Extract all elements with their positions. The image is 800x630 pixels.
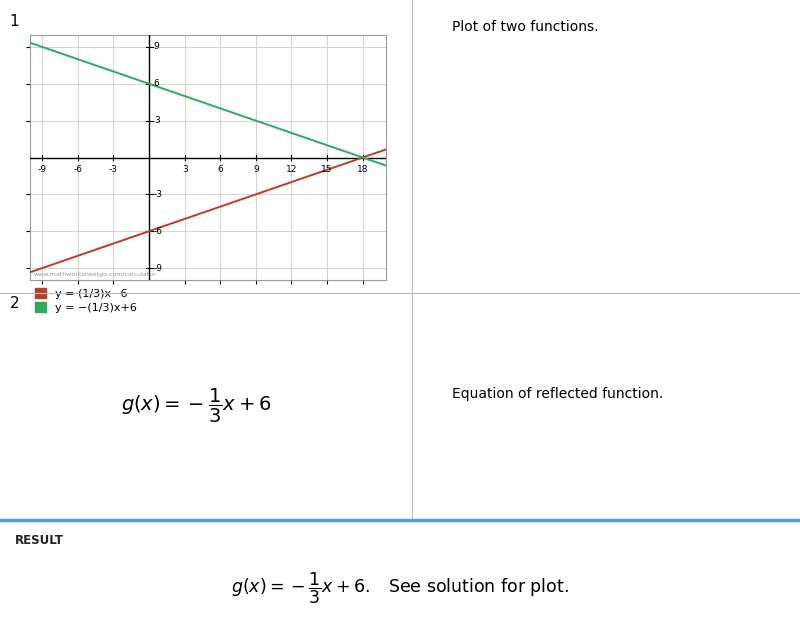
Text: RESULT: RESULT	[14, 534, 63, 547]
Text: 12: 12	[286, 165, 297, 174]
Text: -3: -3	[109, 165, 118, 174]
Text: Equation of reflected function.: Equation of reflected function.	[452, 387, 663, 401]
Text: 2: 2	[10, 296, 19, 311]
Text: -3: -3	[154, 190, 163, 199]
Text: -9: -9	[154, 263, 163, 273]
Text: 3: 3	[182, 165, 187, 174]
Text: $g(x) = -\dfrac{1}{3}x + 6$: $g(x) = -\dfrac{1}{3}x + 6$	[121, 387, 271, 425]
Text: -9: -9	[38, 165, 46, 174]
Text: 1: 1	[10, 14, 19, 29]
Text: $g(x) = -\dfrac{1}{3}x + 6.\;\;$ See solution for plot.: $g(x) = -\dfrac{1}{3}x + 6.\;\;$ See sol…	[231, 570, 569, 606]
Text: 9: 9	[154, 42, 159, 52]
Text: 18: 18	[357, 165, 369, 174]
Legend: y = (1/3)x−6, y = −(1/3)x+6: y = (1/3)x−6, y = −(1/3)x+6	[30, 284, 141, 318]
Text: 15: 15	[322, 165, 333, 174]
Text: 6: 6	[218, 165, 223, 174]
Text: -6: -6	[154, 227, 163, 236]
Text: 6: 6	[154, 79, 159, 88]
Text: www.mathworksheetgo.com/calculator: www.mathworksheetgo.com/calculator	[34, 272, 157, 277]
Text: 3: 3	[154, 116, 159, 125]
Text: -6: -6	[74, 165, 82, 174]
Text: Plot of two functions.: Plot of two functions.	[452, 20, 598, 34]
Text: 9: 9	[253, 165, 258, 174]
